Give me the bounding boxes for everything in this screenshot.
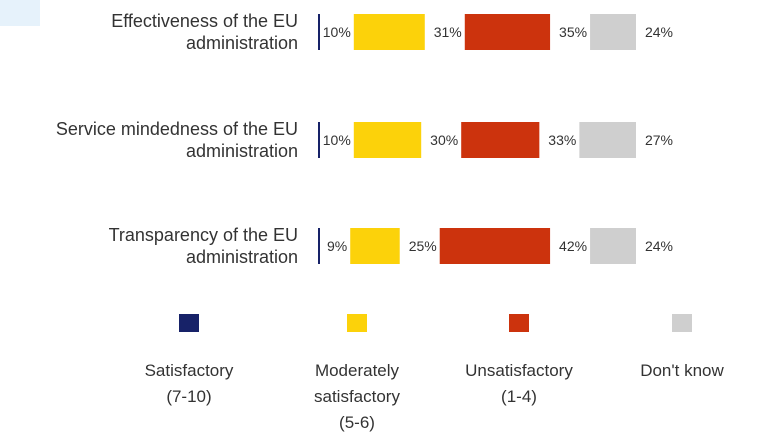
- value-label: 33%: [548, 132, 576, 148]
- bar-segment: [318, 122, 320, 158]
- value-label: 10%: [323, 24, 351, 40]
- value-label: 31%: [434, 24, 462, 40]
- bar-segment: [590, 228, 636, 264]
- bar-segment: [353, 14, 425, 50]
- bar-segment: [590, 14, 636, 50]
- corner-tint: [0, 0, 40, 26]
- legend-label: Moderately satisfactory (5-6): [314, 361, 400, 432]
- value-label: 24%: [645, 24, 673, 40]
- bar-segment: [461, 122, 540, 158]
- bar-segment: [350, 228, 400, 264]
- legend-label: Satisfactory (7-10): [145, 361, 234, 406]
- value-label: 9%: [327, 238, 347, 254]
- bar-segment: [579, 122, 636, 158]
- legend-label: Unsatisfactory (1-4): [465, 361, 573, 406]
- legend-label: Don't know: [640, 361, 724, 380]
- legend-swatch: [347, 314, 367, 332]
- legend-swatch: [672, 314, 692, 332]
- legend-swatch: [179, 314, 199, 332]
- bar-segment: [439, 228, 551, 264]
- bar-segment: [464, 14, 551, 50]
- value-label: 42%: [559, 238, 587, 254]
- value-label: 10%: [323, 132, 351, 148]
- legend-swatch: [509, 314, 529, 332]
- value-label: 25%: [409, 238, 437, 254]
- value-label: 30%: [430, 132, 458, 148]
- category-label: Transparency of the EU administration: [109, 225, 298, 267]
- value-label: 27%: [645, 132, 673, 148]
- bar-segment: [318, 14, 320, 50]
- value-label: 24%: [645, 238, 673, 254]
- bar-segment: [318, 228, 320, 264]
- category-label: Effectiveness of the EU administration: [111, 11, 298, 53]
- category-label: Service mindedness of the EU administrati…: [56, 119, 298, 161]
- value-label: 35%: [559, 24, 587, 40]
- bar-segment: [353, 122, 422, 158]
